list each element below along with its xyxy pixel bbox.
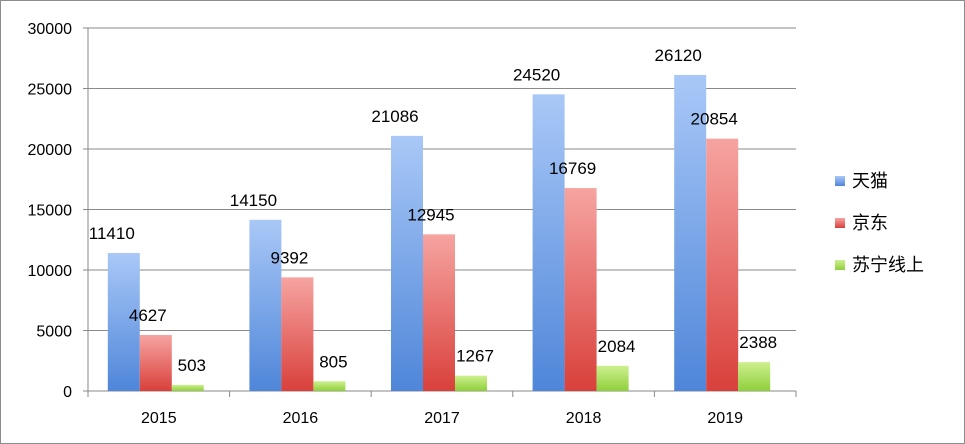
bar-苏宁线上-2018: [596, 365, 629, 391]
bar-苏宁线上-2017: [455, 375, 487, 391]
bar-天猫-2017: [391, 135, 423, 391]
legend-swatch: [835, 260, 845, 270]
x-tick-label: 2018: [566, 410, 602, 427]
data-label: 1267: [456, 347, 494, 366]
legend-swatch: [835, 176, 845, 186]
y-tick-label: 5000: [36, 324, 72, 341]
legend-swatch: [835, 218, 845, 228]
data-label: 21086: [371, 107, 418, 126]
bar-苏宁线上-2019: [738, 362, 771, 391]
data-label: 12945: [407, 205, 454, 224]
data-label: 4627: [129, 306, 167, 325]
data-label: 503: [178, 356, 206, 375]
y-tick-label: 0: [63, 384, 72, 401]
data-labels: 11410 14150 21086 24520 26120 4627 9392 12945 16…: [89, 46, 777, 375]
legend-label: 苏宁线上: [852, 255, 924, 275]
x-tick-label: 2019: [707, 410, 743, 427]
bar-天猫-2018: [532, 94, 565, 392]
y-tick-label: 20000: [28, 142, 73, 159]
y-tick-label: 25000: [28, 82, 73, 99]
bars: [107, 74, 771, 392]
bar-京东-2015: [139, 335, 172, 391]
bar-天猫-2016: [249, 219, 282, 391]
data-label: 9392: [270, 248, 308, 267]
data-label: 14150: [230, 191, 277, 210]
x-tick-label: 2017: [424, 410, 460, 427]
axes: 0 5000 10000 15000 20000 25000 30000 2015 2016 20…: [28, 21, 797, 427]
bar-苏宁线上-2016: [313, 381, 346, 391]
x-tick-label: 2015: [141, 410, 177, 427]
bar-京东-2017: [423, 234, 455, 391]
data-label: 2388: [739, 333, 777, 352]
bar-京东-2019: [706, 138, 739, 391]
data-label: 24520: [513, 65, 560, 84]
x-tick-label: 2016: [283, 410, 319, 427]
data-label: 2084: [598, 337, 636, 356]
data-label: 16769: [549, 159, 596, 178]
y-tick-label: 30000: [28, 21, 73, 38]
legend-label: 天猫: [852, 171, 888, 191]
data-label: 11410: [89, 224, 135, 243]
legend-label: 京东: [852, 213, 888, 233]
data-label: 805: [319, 352, 347, 371]
bar-天猫-2019: [674, 74, 707, 391]
bar-京东-2016: [281, 277, 314, 391]
y-tick-label: 15000: [28, 203, 73, 220]
bar-天猫-2015: [107, 252, 140, 391]
bar-京东-2018: [564, 188, 597, 391]
bar-苏宁线上-2015: [171, 384, 204, 391]
data-label: 26120: [655, 46, 702, 65]
data-label: 20854: [691, 110, 738, 129]
y-tick-label: 10000: [28, 263, 73, 280]
